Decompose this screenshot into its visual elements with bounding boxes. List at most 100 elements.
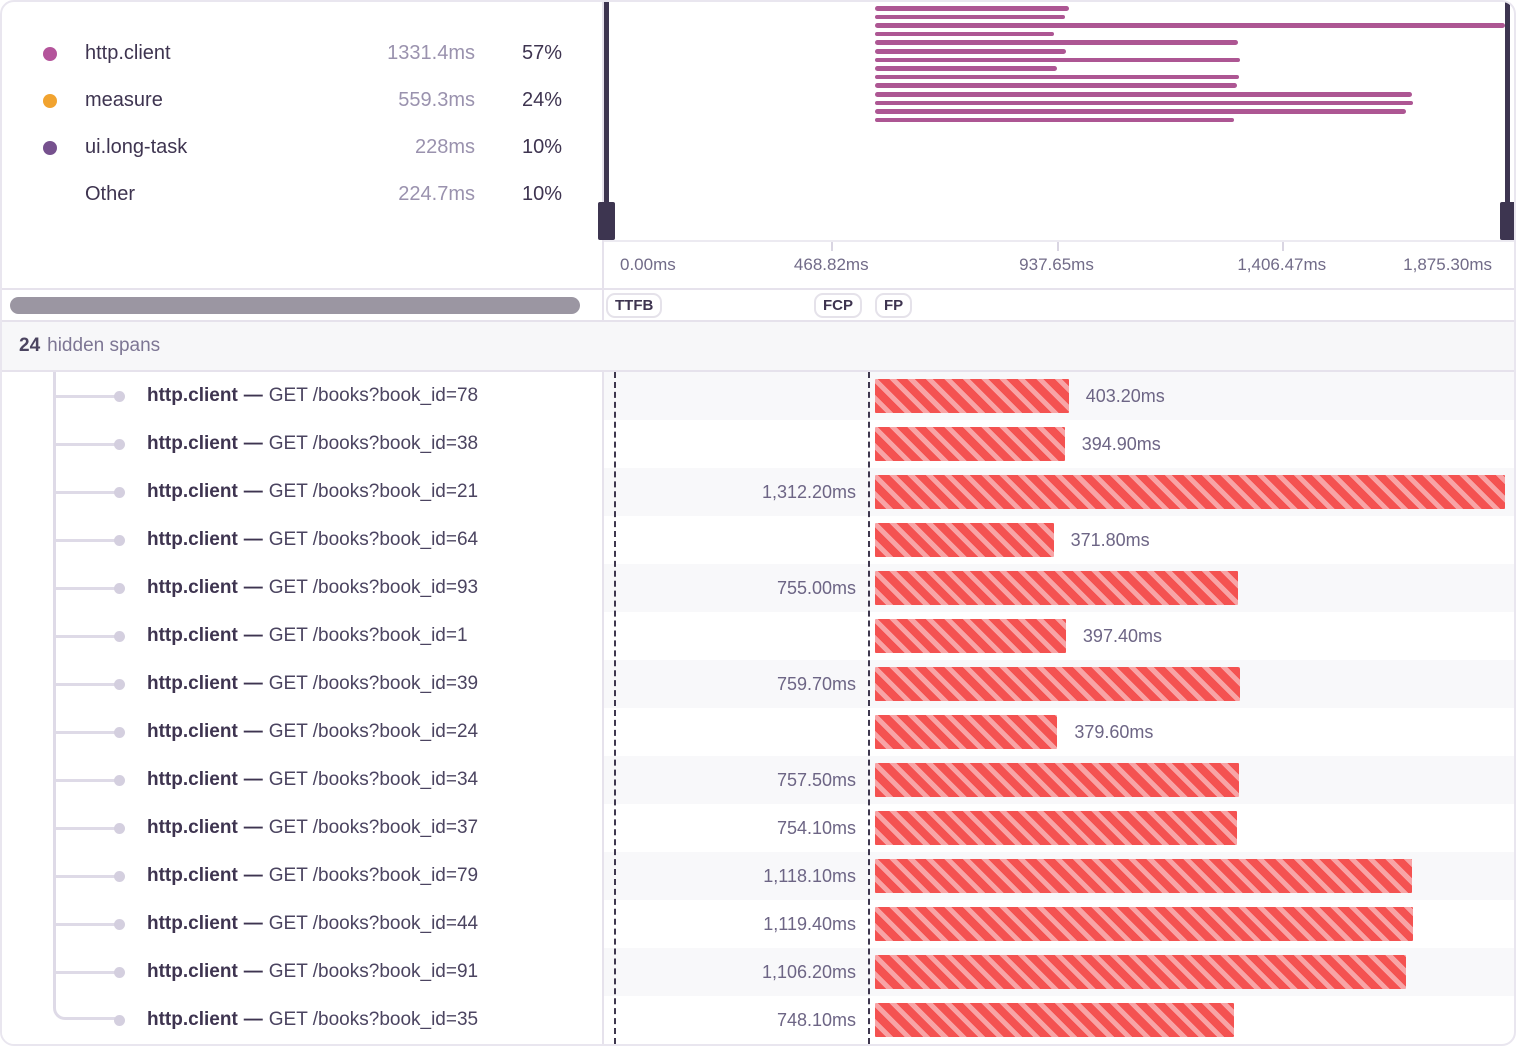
minimap-span-bar <box>875 100 1413 106</box>
legend-percent: 24% <box>521 89 562 111</box>
time-axis: 0.00ms 468.82ms 937.65ms 1,406.47ms 1,875.30… <box>604 240 1514 288</box>
span-row[interactable]: http.client — GET /books?book_id=93 755.00m… <box>2 564 1514 612</box>
tree-connector <box>53 634 115 638</box>
span-row[interactable]: http.client — GET /books?book_id=1 397.40ms <box>2 612 1514 660</box>
span-description: GET /books?book_id=35 <box>268 1009 479 1030</box>
axis-tick <box>831 242 834 251</box>
span-row[interactable]: http.client — GET /books?book_id=79 1,118.1… <box>2 852 1514 900</box>
span-row[interactable]: http.client — GET /books?book_id=38 394.90m… <box>2 420 1514 468</box>
span-duration-bar[interactable] <box>875 859 1413 893</box>
span-duration-label: 755.00ms <box>776 578 856 598</box>
span-duration-bar[interactable] <box>875 955 1407 989</box>
span-duration-bar[interactable] <box>875 571 1238 605</box>
span-row-name-cell: http.client — GET /books?book_id=79 <box>2 852 604 900</box>
span-duration-bar[interactable] <box>875 1003 1235 1037</box>
legend-duration: 224.7ms <box>398 183 475 205</box>
span-row-bar-cell: 1,106.20ms <box>604 948 1514 996</box>
span-row[interactable]: http.client — GET /books?book_id=39 759.70m… <box>2 660 1514 708</box>
legend-color-dot <box>43 93 57 108</box>
tree-node-dot <box>114 822 125 834</box>
span-description: GET /books?book_id=78 <box>268 385 479 406</box>
legend-item-ui-long-task[interactable]: ui.long-task 228ms 10% <box>2 124 602 171</box>
span-row[interactable]: http.client — GET /books?book_id=21 1,312.2… <box>2 468 1514 516</box>
span-row-bar-cell: 757.50ms <box>604 756 1514 804</box>
span-duration-label: 1,312.20ms <box>761 482 856 502</box>
minimap-right-handle-grip[interactable] <box>1500 202 1514 240</box>
minimap-left-handle[interactable] <box>604 2 609 240</box>
span-list: http.client — GET /books?book_id=78 403.20m… <box>2 372 1514 1044</box>
span-row-bar-cell: 403.20ms <box>604 372 1514 420</box>
hidden-spans-row[interactable]: 24 hidden spans <box>2 322 1514 372</box>
span-row-name-cell: http.client — GET /books?book_id=91 <box>2 948 604 996</box>
span-separator: — <box>243 577 263 598</box>
minimap-span-bar <box>875 49 1066 54</box>
span-separator: — <box>243 625 263 646</box>
axis-label: 1,406.47ms <box>1237 255 1327 274</box>
minimap-right-handle[interactable] <box>1505 2 1510 240</box>
tree-connector <box>53 682 115 686</box>
span-row[interactable]: http.client — GET /books?book_id=35 748.10m… <box>2 972 1514 1044</box>
axis-tick <box>1281 242 1284 251</box>
span-row[interactable]: http.client — GET /books?book_id=34 757.50m… <box>2 756 1514 804</box>
legend-op-name: measure <box>85 89 163 111</box>
span-title: http.client — GET /books?book_id=79 <box>147 865 478 887</box>
span-row-name-cell: http.client — GET /books?book_id=38 <box>2 420 604 468</box>
span-op: http.client <box>147 625 238 646</box>
tree-connector <box>53 442 115 446</box>
minimap-span-bar <box>875 57 1240 63</box>
span-row-name-cell: http.client — GET /books?book_id=93 <box>2 564 604 612</box>
legend-item-other[interactable]: Other 224.7ms 10% <box>2 171 602 218</box>
span-duration-bar[interactable] <box>875 763 1239 797</box>
span-duration-bar[interactable] <box>875 379 1069 413</box>
tree-node-dot <box>114 1014 125 1026</box>
legend-item-measure[interactable]: measure 559.3ms 24% <box>2 77 602 124</box>
span-title: http.client — GET /books?book_id=44 <box>147 913 478 935</box>
span-description: GET /books?book_id=1 <box>268 625 468 646</box>
span-duration-bar[interactable] <box>875 811 1238 845</box>
legend-item-http-client[interactable]: http.client 1331.4ms 57% <box>2 30 602 77</box>
span-row[interactable]: http.client — GET /books?book_id=91 1,106.2… <box>2 948 1514 996</box>
span-separator: — <box>243 961 263 982</box>
span-duration-bar[interactable] <box>875 475 1506 509</box>
span-description: GET /books?book_id=79 <box>268 865 479 886</box>
span-duration-label: 403.20ms <box>1085 386 1165 406</box>
tree-node-dot <box>114 678 125 690</box>
minimap-span-bar <box>875 6 1069 11</box>
tree-connector <box>53 972 115 1020</box>
span-title: http.client — GET /books?book_id=39 <box>147 673 478 695</box>
span-row[interactable]: http.client — GET /books?book_id=24 379.60m… <box>2 708 1514 756</box>
span-duration-bar[interactable] <box>875 619 1066 653</box>
span-description: GET /books?book_id=93 <box>268 577 479 598</box>
span-description: GET /books?book_id=64 <box>268 529 479 550</box>
span-duration-bar[interactable] <box>875 427 1065 461</box>
axis-label: 468.82ms <box>793 255 869 274</box>
span-row[interactable]: http.client — GET /books?book_id=64 371.80m… <box>2 516 1514 564</box>
span-row-name-cell: http.client — GET /books?book_id=78 <box>2 372 604 420</box>
span-op: http.client <box>147 769 238 790</box>
horizontal-scrollbar-thumb[interactable] <box>10 296 580 314</box>
legend-panel: http.client 1331.4ms 57% measure 559.3ms 24% u… <box>2 2 604 288</box>
span-row[interactable]: http.client — GET /books?book_id=78 403.20m… <box>2 372 1514 420</box>
tree-node-dot <box>114 918 125 930</box>
span-duration-bar[interactable] <box>875 667 1240 701</box>
span-row-name-cell: http.client — GET /books?book_id=1 <box>2 612 604 660</box>
span-duration-bar[interactable] <box>875 907 1413 941</box>
minimap-span-bar <box>875 117 1235 123</box>
span-op: http.client <box>147 529 238 550</box>
minimap-left-handle-grip[interactable] <box>598 202 615 240</box>
span-row-bar-cell: 748.10ms <box>604 996 1514 1044</box>
span-duration-bar[interactable] <box>875 523 1054 557</box>
legend-op-name: ui.long-task <box>85 136 188 158</box>
legend-op-name: Other <box>85 183 136 205</box>
span-separator: — <box>243 385 263 406</box>
span-description: GET /books?book_id=21 <box>268 481 479 502</box>
span-row[interactable]: http.client — GET /books?book_id=44 1,119.4… <box>2 900 1514 948</box>
span-title: http.client — GET /books?book_id=35 <box>147 1009 478 1031</box>
span-row-bar-cell: 371.80ms <box>604 516 1514 564</box>
span-duration-bar[interactable] <box>875 715 1058 749</box>
tree-node-dot <box>114 486 125 498</box>
minimap-canvas[interactable] <box>598 2 1514 240</box>
top-section: http.client 1331.4ms 57% measure 559.3ms 24% u… <box>2 2 1514 288</box>
span-row[interactable]: http.client — GET /books?book_id=37 754.10m… <box>2 804 1514 852</box>
